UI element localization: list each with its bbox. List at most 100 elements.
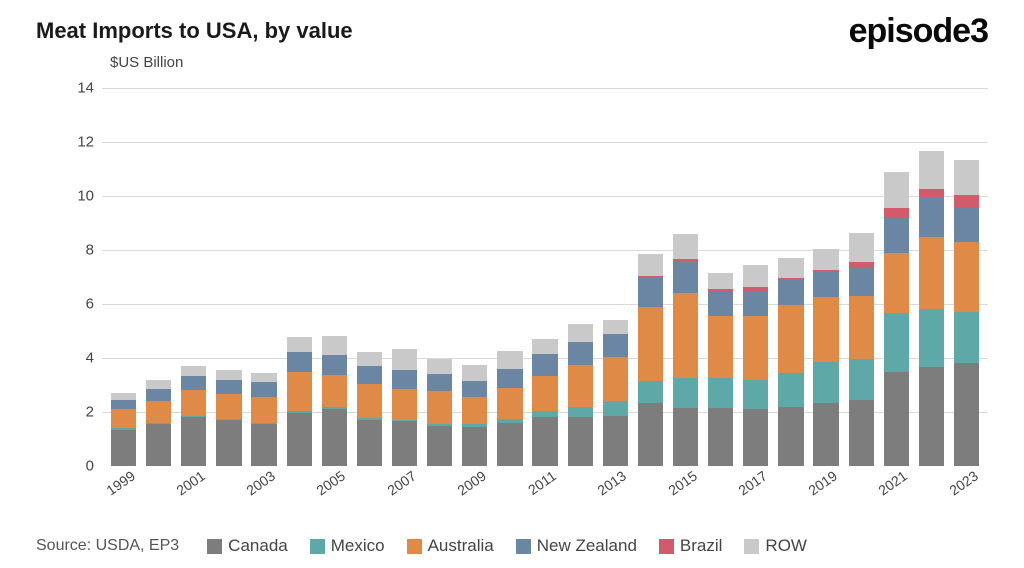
bar-segment-canada [216, 420, 241, 466]
bar-stack [813, 88, 838, 466]
bar-segment-canada [392, 421, 417, 466]
bar-segment-row [497, 351, 522, 369]
bar-segment-canada [497, 423, 522, 466]
bar-segment-row [181, 366, 206, 375]
bar-segment-row [392, 349, 417, 369]
bar-segment-canada [673, 408, 698, 466]
bar-segment-mexico [813, 362, 838, 403]
bar-segment-new-zealand [638, 277, 663, 307]
bar-segment-australia [673, 293, 698, 378]
bar-segment-row [954, 160, 979, 195]
bar-segment-row [146, 380, 171, 389]
bar-segment-new-zealand [813, 272, 838, 298]
y-tick-label: 6 [68, 296, 102, 313]
bar-segment-canada [287, 413, 312, 466]
bar-stack [954, 88, 979, 466]
bar-column: 2023 [949, 88, 984, 466]
legend-swatch [744, 539, 759, 554]
bar-segment-row [673, 234, 698, 260]
bar-column [492, 88, 527, 466]
bar-segment-row [603, 320, 628, 334]
bar-segment-australia [638, 307, 663, 381]
bar-segment-row [251, 373, 276, 382]
bar-column: 2001 [176, 88, 211, 466]
bar-stack [146, 88, 171, 466]
bar-column: 2019 [809, 88, 844, 466]
bar-segment-new-zealand [532, 354, 557, 376]
bar-segment-new-zealand [497, 369, 522, 388]
bar-segment-australia [357, 384, 382, 418]
bar-segment-row [568, 324, 593, 342]
y-tick-label: 4 [68, 350, 102, 367]
bar-segment-australia [181, 390, 206, 416]
bar-column: 2021 [879, 88, 914, 466]
bar-segment-new-zealand [849, 268, 874, 296]
bar-column [422, 88, 457, 466]
legend-label: Mexico [331, 536, 385, 556]
bar-segment-new-zealand [111, 400, 136, 409]
bar-segment-australia [146, 401, 171, 423]
bar-column: 2007 [387, 88, 422, 466]
bar-segment-row [884, 172, 909, 208]
bar-segment-row [427, 359, 452, 374]
bar-segment-canada [427, 426, 452, 467]
x-tick-label: 2011 [525, 468, 559, 498]
y-tick-label: 12 [68, 134, 102, 151]
legend-label: Australia [428, 536, 494, 556]
chart-area: 0246810121419992001200320052007200920112… [72, 58, 988, 496]
legend-swatch [207, 539, 222, 554]
bar-segment-australia [954, 242, 979, 312]
bar-column: 2003 [247, 88, 282, 466]
bar-column [141, 88, 176, 466]
bar-stack [673, 88, 698, 466]
bar-segment-canada [322, 409, 347, 466]
bar-segment-mexico [603, 401, 628, 416]
bar-segment-australia [778, 305, 803, 373]
bar-stack [216, 88, 241, 466]
legend-label: New Zealand [537, 536, 637, 556]
bar-segment-canada [919, 367, 944, 466]
bar-segment-mexico [884, 313, 909, 371]
source-text: Source: USDA, EP3 [36, 537, 179, 555]
bar-segment-canada [146, 424, 171, 466]
bar-segment-mexico [673, 378, 698, 408]
bar-segment-australia [322, 375, 347, 407]
legend-item-canada: Canada [207, 536, 288, 556]
legend-item-australia: Australia [407, 536, 494, 556]
bar-segment-australia [251, 397, 276, 423]
legend-item-mexico: Mexico [310, 536, 385, 556]
bar-segment-row [708, 273, 733, 289]
legend-swatch [407, 539, 422, 554]
bar-segment-brazil [919, 189, 944, 197]
legend-swatch [516, 539, 531, 554]
bar-segment-row [357, 352, 382, 366]
bar-segment-row [849, 233, 874, 263]
bar-segment-new-zealand [357, 366, 382, 385]
bar-segment-canada [884, 372, 909, 467]
x-tick-label: 2019 [805, 467, 840, 498]
bar-segment-mexico [532, 411, 557, 418]
bar-column [282, 88, 317, 466]
bar-segment-australia [392, 389, 417, 420]
bar-column [703, 88, 738, 466]
y-tick-label: 2 [68, 404, 102, 421]
bar-stack [497, 88, 522, 466]
bar-segment-canada [462, 427, 487, 466]
bar-segment-australia [462, 397, 487, 424]
bar-stack [392, 88, 417, 466]
bar-segment-new-zealand [216, 380, 241, 395]
bar-stack [181, 88, 206, 466]
bar-segment-canada [181, 417, 206, 466]
bar-segment-row [532, 339, 557, 354]
bar-column [914, 88, 949, 466]
bar-segment-row [462, 365, 487, 381]
x-tick-label: 2005 [314, 467, 349, 498]
bar-segment-row [216, 370, 241, 379]
bar-segment-brazil [884, 208, 909, 217]
bar-segment-new-zealand [778, 280, 803, 306]
bar-segment-mexico [568, 407, 593, 418]
y-tick-label: 0 [68, 458, 102, 475]
bar-stack [251, 88, 276, 466]
bar-segment-canada [813, 403, 838, 466]
bar-segment-new-zealand [287, 352, 312, 372]
